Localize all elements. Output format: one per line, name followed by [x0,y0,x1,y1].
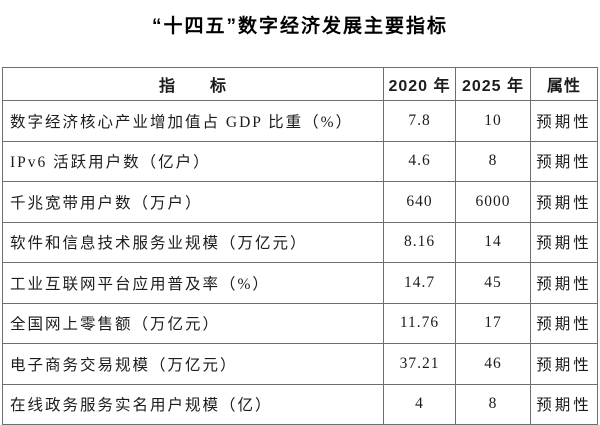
cell-2025: 6000 [455,181,531,223]
cell-2020: 4.6 [383,140,456,182]
cell-indicator: 软件和信息技术服务业规模（万亿元） [2,221,384,263]
cell-2020: 7.8 [383,100,456,142]
indicators-table: 指 标 2020 年 2025 年 属性 数字经济核心产业增加值占 GDP 比重… [2,67,598,425]
cell-2025: 10 [455,100,531,142]
cell-attribute: 预期性 [530,221,598,263]
table-header-row: 指 标 2020 年 2025 年 属性 [2,67,598,101]
table-row: 软件和信息技术服务业规模（万亿元） 8.16 14 预期性 [2,221,598,263]
cell-indicator: 在线政务服务实名用户规模（亿） [2,383,384,425]
cell-indicator: 全国网上零售额（万亿元） [2,302,384,344]
cell-attribute: 预期性 [530,343,598,385]
table-row: 数字经济核心产业增加值占 GDP 比重（%） 7.8 10 预期性 [2,100,598,142]
page-title: “十四五”数字经济发展主要指标 [151,16,448,37]
cell-2020: 37.21 [383,343,456,385]
cell-attribute: 预期性 [530,181,598,223]
document-page: { "title": "“十四五”数字经济发展主要指标", "table": {… [0,11,600,425]
cell-2025: 46 [455,343,531,385]
cell-indicator: 电子商务交易规模（万亿元） [2,343,384,385]
cell-2020: 14.7 [383,262,456,304]
cell-2025: 8 [455,140,531,182]
cell-attribute: 预期性 [530,302,598,344]
cell-attribute: 预期性 [530,100,598,142]
cell-2020: 640 [383,181,456,223]
cell-2025: 14 [455,221,531,263]
cell-indicator: IPv6 活跃用户数（亿户） [2,140,384,182]
cell-2020: 8.16 [383,221,456,263]
header-2025: 2025 年 [455,67,531,101]
header-indicator: 指 标 [2,67,384,101]
cell-2025: 8 [455,383,531,425]
cell-indicator: 工业互联网平台应用普及率（%） [2,262,384,304]
cell-2025: 45 [455,262,531,304]
cell-indicator: 数字经济核心产业增加值占 GDP 比重（%） [2,100,384,142]
cell-indicator: 千兆宽带用户数（万户） [2,181,384,223]
cell-attribute: 预期性 [530,140,598,182]
table-row: 千兆宽带用户数（万户） 640 6000 预期性 [2,181,598,223]
header-attribute: 属性 [530,67,598,101]
table-row: 在线政务服务实名用户规模（亿） 4 8 预期性 [2,383,598,425]
table-row: 工业互联网平台应用普及率（%） 14.7 45 预期性 [2,262,598,304]
cell-attribute: 预期性 [530,262,598,304]
cell-attribute: 预期性 [530,383,598,425]
table-row: 全国网上零售额（万亿元） 11.76 17 预期性 [2,302,598,344]
header-2020: 2020 年 [383,67,456,101]
cell-2025: 17 [455,302,531,344]
table-row: IPv6 活跃用户数（亿户） 4.6 8 预期性 [2,140,598,182]
table-row: 电子商务交易规模（万亿元） 37.21 46 预期性 [2,343,598,385]
cell-2020: 4 [383,383,456,425]
cell-2020: 11.76 [383,302,456,344]
